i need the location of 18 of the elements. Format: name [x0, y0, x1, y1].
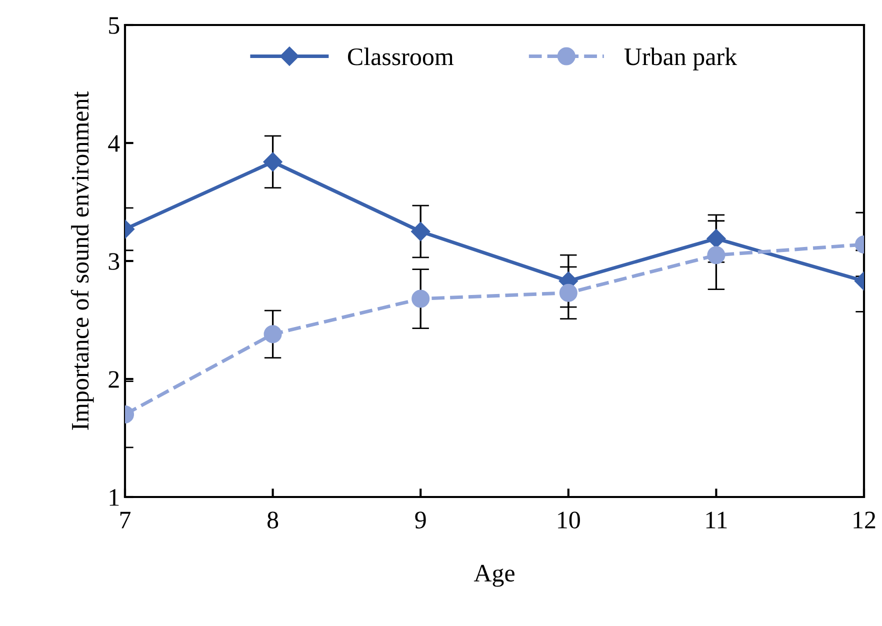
x-tick-label: 9 [415, 512, 426, 528]
x-axis-title: Age [474, 564, 514, 587]
y-tick-label: 3 [108, 253, 120, 270]
x-tick-label: 10 [558, 512, 580, 528]
legend-label: Classroom [348, 48, 454, 66]
x-tick-label: 12 [854, 512, 876, 528]
x-tick-label: 8 [268, 512, 278, 528]
y-tick-label: 4 [108, 135, 120, 152]
point [559, 284, 578, 302]
y-tick-label: 2 [108, 371, 119, 388]
legend-label: Urban park [624, 48, 738, 70]
x-tick-label: 7 [120, 512, 131, 528]
y-tick-label: 5 [109, 17, 120, 34]
point [411, 222, 430, 242]
x-tick-label: 11 [706, 512, 727, 528]
y-tick-label: 1 [110, 489, 119, 506]
y-axis-title: Importance of sound environment [70, 91, 94, 430]
point [412, 290, 430, 308]
